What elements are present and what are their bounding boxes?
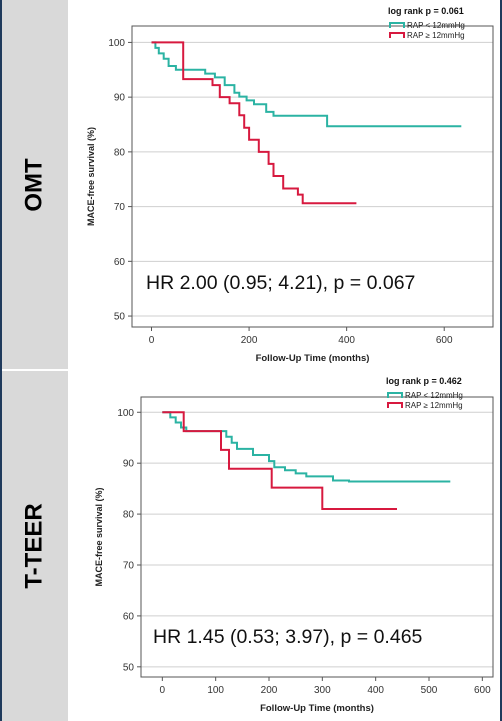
series-line-rap-low [162,411,451,483]
tteer-side-label: T-TEER [2,370,68,721]
legend-swatch [389,22,405,28]
x-tick-label: 600 [474,685,491,696]
plot-frame [131,25,494,328]
x-tick-label: 0 [149,335,155,346]
tteer-side-band [2,370,68,721]
y-tick-label: 90 [114,93,126,104]
omt-survival-chart: 50 60 70 80 90 100 0 200 400 600 Follow-Up Time (m… [86,6,494,364]
legend-title: log rank p = 0.061 [388,6,464,16]
omt-side-band [2,0,68,370]
series-line-rap-high [162,411,397,510]
omt-side-label-text: OMT [20,158,48,212]
legend-entry: RAP < 12mmHg [405,391,463,400]
legend-entry: RAP ≥ 12mmHg [405,401,463,410]
legend-swatch [389,32,405,38]
y-axis-label: MACE-free survival (%) [86,127,96,226]
legend-entry: RAP ≥ 12mmHg [407,31,465,40]
x-tick-label: 500 [421,685,438,696]
x-tick-label: 300 [314,685,331,696]
y-tick-label: 80 [123,510,135,521]
x-tick-label: 100 [207,685,224,696]
y-tick-label: 70 [114,202,126,213]
tteer-side-label-text: T-TEER [21,502,48,589]
x-tick-label: 200 [261,685,278,696]
y-tick-label: 100 [108,38,125,49]
y-axis-label: MACE-free survival (%) [94,487,104,586]
y-tick-label: 90 [123,459,135,470]
y-tick-label: 50 [114,312,126,323]
y-tick-label: 70 [123,561,135,572]
omt-side-label: OMT [2,0,68,370]
legend-title: log rank p = 0.462 [386,376,462,386]
legend-swatch [387,402,403,408]
series-line-rap-low [151,41,462,128]
x-tick-label: 200 [241,335,258,346]
y-tick-label: 60 [114,257,126,268]
legend-swatch [387,392,403,398]
y-tick-label: 80 [114,147,126,158]
hazard-ratio-annotation: HR 2.00 (0.95; 4.21), p = 0.067 [146,272,415,294]
y-tick-label: 60 [123,611,135,622]
hazard-ratio-annotation: HR 1.45 (0.53; 3.97), p = 0.465 [153,626,423,648]
x-tick-label: 600 [436,335,453,346]
x-axis-label: Follow-Up Time (months) [260,703,374,714]
tteer-survival-chart: 50 60 70 80 90 100 0 100 200 300 400 500 600 Follow-U… [94,376,494,714]
x-axis-label: Follow-Up Time (months) [256,353,370,364]
x-tick-label: 400 [338,335,355,346]
x-tick-label: 400 [367,685,384,696]
band-divider [2,369,68,371]
series-line-rap-high [151,41,357,205]
x-tick-label: 0 [160,685,166,696]
y-tick-label: 100 [117,408,134,419]
plot-frame [140,396,494,678]
y-tick-label: 50 [123,662,135,673]
legend-entry: RAP < 12mmHg [407,21,465,30]
